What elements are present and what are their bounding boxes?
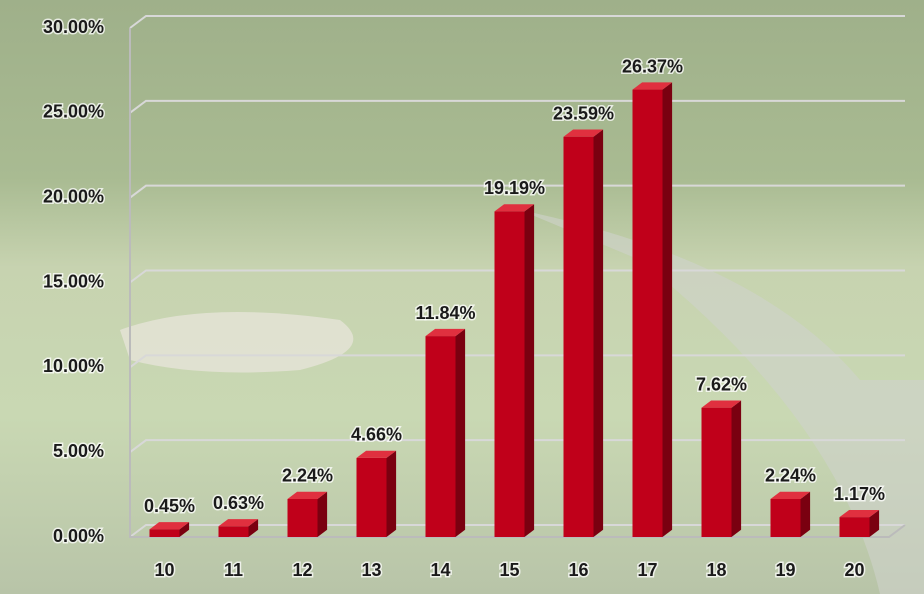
value-label: 7.62% (696, 374, 747, 394)
x-tick-label: 12 (292, 560, 312, 580)
bunker (120, 312, 354, 373)
x-tick-label: 13 (361, 560, 381, 580)
x-tick-label: 14 (430, 560, 450, 580)
bar-side (455, 328, 466, 537)
bar (356, 457, 387, 537)
bar-side (731, 400, 742, 537)
bar (701, 407, 732, 537)
bar-top (701, 400, 742, 408)
bar-side (662, 82, 673, 537)
bar-side (800, 491, 811, 537)
x-tick-label: 19 (775, 560, 795, 580)
bar (149, 529, 180, 537)
y-tick-label: 10.00% (43, 356, 104, 376)
x-tick-label: 17 (637, 560, 657, 580)
value-label: 11.84% (415, 303, 475, 323)
bar (494, 211, 525, 537)
y-tick-label: 25.00% (43, 102, 104, 122)
path (520, 210, 924, 594)
y-tick-label: 30.00% (43, 17, 104, 37)
bar-top (218, 519, 259, 527)
value-label: 19.19% (484, 178, 545, 198)
y-tick-label: 15.00% (43, 271, 104, 291)
bar (425, 336, 456, 537)
grid-line (129, 15, 905, 29)
x-tick-label: 20 (844, 560, 864, 580)
bar-top (770, 491, 811, 499)
bar (563, 136, 594, 537)
value-label: 26.37% (622, 56, 683, 76)
value-label: 1.17% (834, 484, 885, 504)
y-tick-label: 0.00% (53, 526, 104, 546)
bars: 10 0.45% 11 0.63% 12 2.24% 13 4.66% 14 11.84% 15 19… (142, 55, 886, 581)
bar-side (179, 522, 190, 537)
value-label: 2.24% (765, 466, 816, 486)
bar (632, 89, 663, 538)
bar-top (287, 491, 328, 499)
y-tick-label: 5.00% (53, 441, 104, 461)
value-label: 4.66% (351, 425, 402, 445)
value-label: 0.45% (144, 496, 195, 516)
bar (839, 517, 870, 537)
bar-top (563, 129, 604, 137)
value-label: 23.59% (553, 104, 614, 124)
bar (218, 526, 249, 537)
x-tick-label: 18 (706, 560, 726, 580)
bar-top (632, 82, 673, 90)
x-tick-label: 10 (154, 560, 174, 580)
bar-top (149, 522, 190, 530)
bar-side (386, 450, 397, 537)
x-tick-label: 11 (224, 560, 243, 580)
x-tick-label: 16 (568, 560, 588, 580)
bar-side (248, 519, 259, 537)
value-label: 0.63% (213, 493, 264, 513)
bar (287, 498, 318, 537)
bar-top (425, 328, 466, 337)
bar-top (356, 450, 397, 458)
bar-top (839, 509, 880, 518)
y-tick-label: 20.00% (43, 186, 104, 206)
bar-side (317, 491, 328, 537)
bar-side (524, 204, 535, 538)
bar-side (593, 129, 604, 537)
bar (770, 498, 801, 537)
x-tick-label: 15 (499, 560, 519, 580)
value-label: 2.24% (282, 466, 333, 486)
bar-side (869, 509, 880, 537)
bar-top (494, 204, 535, 212)
